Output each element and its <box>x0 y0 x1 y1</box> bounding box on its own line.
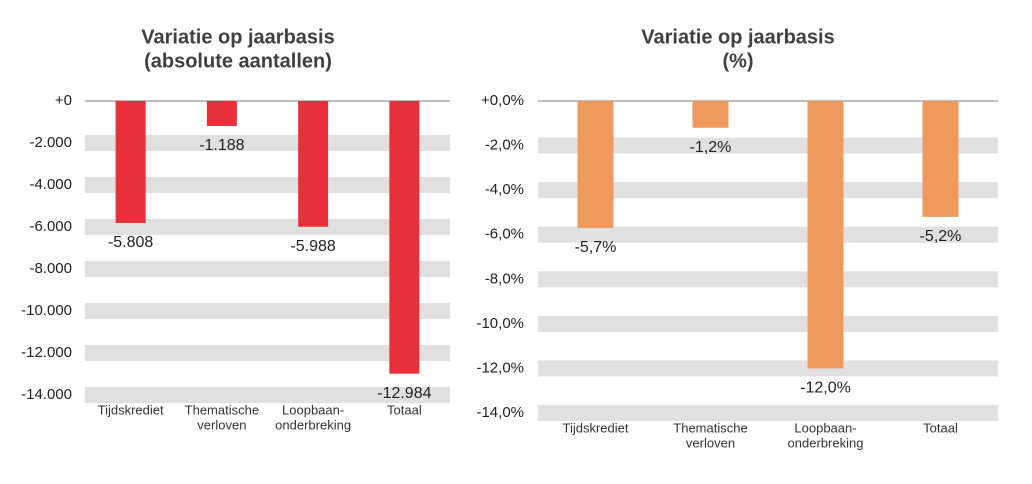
chart-title: Variatie op jaarbasis <box>141 26 334 48</box>
x-tick-label: Loopbaan- <box>794 420 856 435</box>
value-label: -1.188 <box>199 137 244 154</box>
chart-title: (absolute aantallen) <box>144 50 332 72</box>
x-tick-label: Tijdskrediet <box>563 420 629 435</box>
grid-band <box>538 405 998 421</box>
y-tick-label: +0,0% <box>481 92 524 109</box>
value-label: -5.988 <box>290 238 335 255</box>
grid-band <box>538 360 998 377</box>
y-tick-label: -14,0% <box>476 404 524 421</box>
y-tick-label: -6.000 <box>29 218 72 235</box>
y-tick-label: -10.000 <box>21 302 72 319</box>
y-tick-label: +0 <box>55 92 72 109</box>
grid-band <box>538 271 998 288</box>
chart-title: (%) <box>722 50 753 72</box>
bar <box>807 101 844 369</box>
x-tick-label: verloven <box>686 435 735 450</box>
bar <box>922 101 959 217</box>
x-tick-label: Thematische <box>185 402 259 417</box>
bar <box>298 101 329 227</box>
grid-band <box>85 303 450 319</box>
value-label: -5.808 <box>108 234 153 251</box>
x-tick-label: onderbreking <box>275 417 351 432</box>
y-tick-label: -2,0% <box>485 137 524 154</box>
x-tick-label: Thematische <box>673 420 747 435</box>
y-tick-label: -2.000 <box>29 134 72 151</box>
x-tick-label: onderbreking <box>788 435 864 450</box>
x-tick-label: Totaal <box>387 402 422 417</box>
x-tick-label: verloven <box>197 417 246 432</box>
y-tick-label: -4.000 <box>29 176 72 193</box>
grid-band <box>85 387 450 403</box>
x-tick-label: Loopbaan- <box>282 402 344 417</box>
y-tick-label: -4,0% <box>485 181 524 198</box>
x-tick-label: Tijdskrediet <box>98 402 164 417</box>
bar <box>692 101 729 128</box>
grid-band <box>538 315 998 332</box>
value-label: -12.984 <box>377 385 431 402</box>
y-tick-label: -8.000 <box>29 260 72 277</box>
bar <box>577 101 614 229</box>
grid-band <box>85 345 450 361</box>
bar <box>115 101 146 223</box>
y-tick-label: -10,0% <box>476 315 524 332</box>
y-tick-label: -6,0% <box>485 226 524 243</box>
grid-band <box>85 135 450 151</box>
value-label: -12,0% <box>800 380 851 397</box>
bar <box>389 101 420 374</box>
value-label: -5,7% <box>575 239 617 256</box>
grid-band <box>85 261 450 277</box>
value-label: -1,2% <box>690 139 732 156</box>
chart-title: Variatie op jaarbasis <box>641 26 834 48</box>
grid-band <box>538 182 998 199</box>
grid-band <box>538 137 998 154</box>
grid-band <box>538 226 998 243</box>
y-tick-label: -12.000 <box>21 344 72 361</box>
y-tick-label: -12,0% <box>476 359 524 376</box>
grid-band <box>85 219 450 235</box>
y-tick-label: -8,0% <box>485 270 524 287</box>
value-label: -5,2% <box>920 228 962 245</box>
y-tick-label: -14.000 <box>21 386 72 403</box>
x-tick-label: Totaal <box>923 420 958 435</box>
grid-band <box>85 177 450 193</box>
bar <box>206 101 237 126</box>
